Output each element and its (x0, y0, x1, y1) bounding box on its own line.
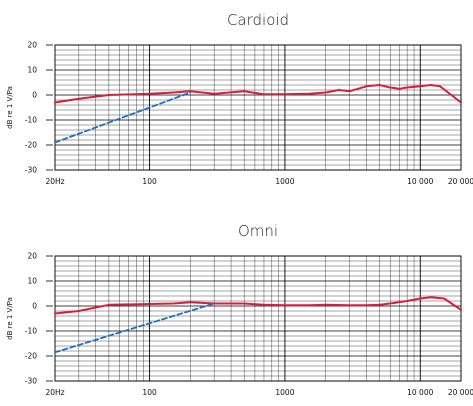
x-tick-label: 20 000 (448, 388, 473, 397)
y-axis-label: dB re 1 V/Pa (6, 86, 14, 129)
y-tick-label: -30 (25, 166, 37, 175)
x-tick-label: 1000 (275, 388, 294, 397)
y-tick-label: 20 (27, 41, 37, 50)
proximity-effect-series (54, 91, 192, 144)
y-tick-label: 10 (27, 277, 37, 286)
plot-frame (54, 44, 462, 171)
x-tick-label: 100 (142, 177, 157, 186)
y-tick-label: 10 (27, 66, 37, 75)
x-tick-label: 10 000 (407, 177, 433, 186)
x-tick-label: 1000 (275, 177, 294, 186)
y-tick-label: 20 (27, 252, 37, 261)
y-tick-label: 0 (32, 91, 37, 100)
frequency-response-series (54, 84, 462, 104)
plot-area (55, 256, 461, 381)
proximity-effect-series (54, 302, 216, 354)
y-tick-label: -10 (25, 327, 37, 336)
chart-title: Cardioid (227, 11, 289, 29)
y-axis-label: dB re 1 V/Pa (6, 297, 14, 340)
x-tick-label: 20 000 (448, 177, 473, 186)
frequency-response-series (54, 296, 462, 315)
x-tick-label: 10 000 (407, 388, 433, 397)
y-tick-label: -30 (25, 377, 37, 386)
y-tick-label: -20 (25, 352, 37, 361)
plot-frame (54, 255, 462, 382)
x-tick-label: 20Hz (45, 177, 64, 186)
y-tick-label: 0 (32, 302, 37, 311)
x-tick-label: 100 (142, 388, 157, 397)
x-tick-label: 20Hz (45, 388, 64, 397)
chart-title: Omni (238, 222, 278, 240)
plot-area (55, 45, 461, 170)
y-tick-label: -20 (25, 141, 37, 150)
y-tick-label: -10 (25, 116, 37, 125)
